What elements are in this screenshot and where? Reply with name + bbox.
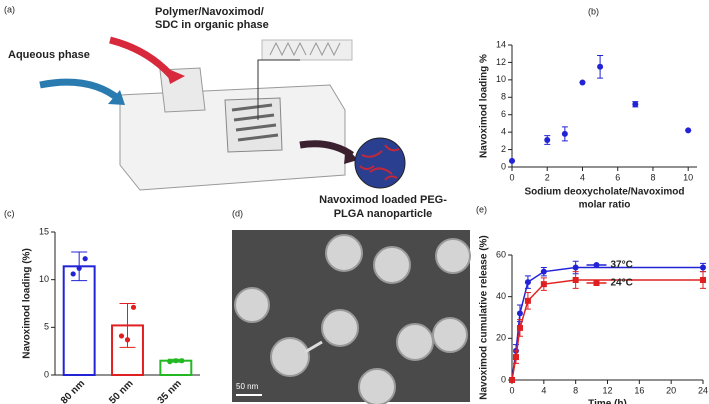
y-tick-label: 4 [501,127,506,137]
data-point [179,358,185,364]
legend-marker [593,262,600,268]
x-tick-label: 35 nm [156,378,184,404]
y-tick-label: 0 [501,161,506,171]
point [516,310,523,317]
point [509,377,515,383]
particles [234,234,471,404]
panel-label: (e) [476,204,487,214]
point [540,268,547,275]
point [685,127,692,134]
data-point [173,358,179,364]
y-tick-label: 15 [39,226,49,236]
nanoparticle-texture [359,144,400,181]
organic-label: Polymer/Navoximod/ [155,6,264,18]
data-point [82,256,88,262]
point [512,354,519,361]
microfluidic-diagram: Polymer/Navoximod/ SDC in organic phase … [8,6,447,220]
product-label: Navoximod loaded PEG- [319,194,447,206]
point [524,279,531,286]
aqueous-arrow [39,78,123,103]
bar [62,265,96,377]
organic-label: SDC in organic phase [155,19,269,31]
x-tick-label: 4 [580,172,585,182]
point [509,157,515,164]
y-tick-label: 14 [496,39,506,49]
data-point [76,265,82,271]
arrowhead [108,90,125,105]
nanoparticle [354,137,406,189]
y-tick-label: 5 [44,322,49,332]
arrowhead [166,68,185,84]
x-tick-label: 0 [509,385,514,395]
x-axis-label: Sodium deoxycholate/Navoximod [524,187,684,198]
y-tick-label: 12 [496,57,506,67]
x-tick-label: 2 [545,172,550,182]
panel-label: (b) [588,6,599,16]
y-axis-label: Navoximod loading % [479,54,490,158]
point [632,101,639,108]
y-tick-label: 8 [501,92,506,102]
point [561,130,568,137]
tem-image: 50 nm [232,230,471,404]
x-tick-label: 8 [573,385,578,395]
x-tick-label: 10 [683,172,693,182]
legend-marker [593,280,600,286]
data-point [124,337,131,343]
panel-label: (a) [4,4,15,14]
mixer-channels [231,103,279,142]
y-tick-label: 10 [496,74,506,84]
y-tick-label: 2 [501,144,506,154]
point [572,277,579,283]
x-tick-label: 8 [650,172,655,182]
x-axis-label: Time (h) [588,399,627,404]
scale-label: 50 nm [236,382,259,391]
product-label: PLGA nanoparticle [334,208,433,220]
panel-label: (d) [232,208,243,218]
x-tick-label: 6 [615,172,620,182]
aqueous-label: Aqueous phase [8,49,90,61]
particle-bridge [304,340,323,354]
y-tick-label: 60 [496,249,506,259]
x-tick-label: 16 [634,385,644,395]
x-axis-label: molar ratio [579,200,631,211]
data-point [130,304,137,310]
legend-label: 37°C [611,260,633,271]
inset-pattern [269,41,341,57]
panel-label: (c) [4,208,15,218]
data-point [118,333,125,339]
point [597,63,604,70]
x-tick-label: 4 [541,385,546,395]
x-tick-label: 12 [602,385,612,395]
y-axis-label: Navoximod loading (%) [22,248,33,359]
point [700,277,706,283]
point [544,136,551,143]
data-point [70,271,76,277]
point [516,324,523,331]
point [572,264,579,271]
arrowhead [344,147,358,164]
y-tick-label: 0 [501,374,506,384]
y-tick-label: 20 [496,333,506,343]
data-point [167,359,173,365]
legend-label: 24°C [611,278,633,289]
y-tick-label: 10 [39,274,49,284]
point [579,79,586,86]
series-line [511,266,703,381]
x-tick-label: 24 [698,385,708,395]
x-tick-label: 50 nm [107,378,135,404]
y-axis-label: Navoximod cumulative release (%) [479,235,490,400]
y-tick-label: 40 [496,291,506,301]
point [700,264,706,271]
x-tick-label: 20 [666,385,676,395]
x-tick-label: 0 [509,172,514,182]
point [540,281,547,288]
callout-line [257,59,300,120]
y-tick-label: 6 [501,109,506,119]
point [524,297,531,304]
organic-arrow [109,36,178,83]
x-tick-label: 80 nm [59,378,87,404]
series-line [511,279,703,381]
y-tick-label: 0 [44,369,49,379]
